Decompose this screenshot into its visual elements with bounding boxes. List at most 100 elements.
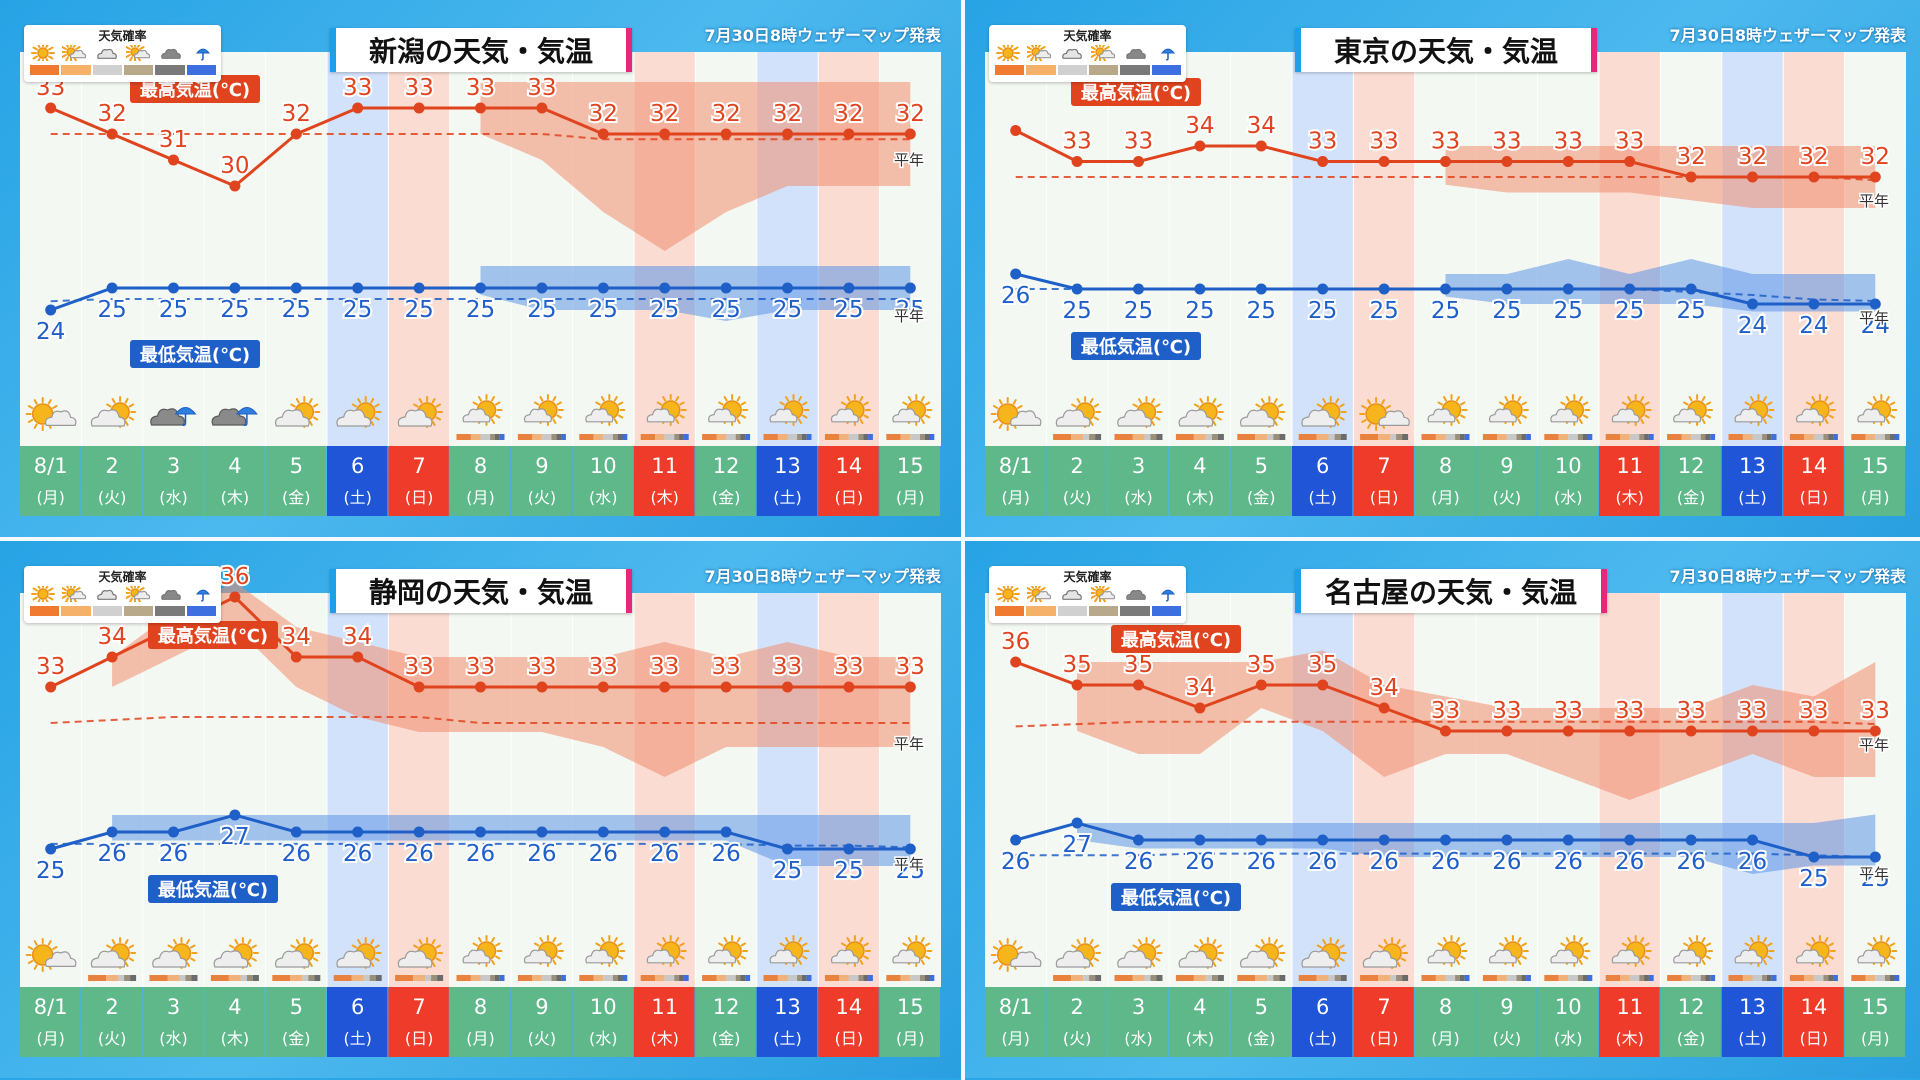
day-weekday-label: (月)	[1001, 488, 1029, 507]
legend-color-swatch	[30, 606, 60, 616]
chart-title: 新潟の天気・気温	[330, 28, 632, 72]
day-cell: 8/1 (月)	[985, 987, 1046, 1057]
day-cell-bg	[1169, 446, 1230, 516]
day-cell: 15 (月)	[879, 987, 940, 1057]
cloud-icon	[1427, 408, 1456, 423]
probability-segment	[622, 975, 628, 981]
day-cell-bg	[572, 987, 633, 1057]
min-temp-point	[597, 826, 609, 838]
max-temp-value-label: 33	[1738, 698, 1767, 724]
day-date-label: 8	[474, 454, 487, 478]
day-cell: 9 (火)	[1476, 987, 1537, 1057]
min-temp-point	[1624, 834, 1636, 846]
max-temp-point	[720, 128, 732, 140]
probability-segment	[1648, 434, 1654, 440]
day-cell: 6 (土)	[1292, 446, 1353, 516]
day-date-label: 3	[1132, 995, 1145, 1019]
chart-title: 静岡の天気・気温	[330, 569, 632, 613]
min-temp-value-label: 25	[1431, 298, 1460, 324]
umbrella-icon	[1160, 589, 1176, 602]
cloudy-sunny-icon	[1239, 396, 1286, 428]
sun-icon	[31, 41, 55, 65]
sunny-cloudy-icon	[1359, 397, 1410, 431]
cloudy-sunny-icon	[1055, 396, 1102, 428]
umbrella-icon	[1155, 45, 1181, 61]
day-weekday-label: (月)	[1431, 488, 1460, 507]
probability-segment	[191, 975, 198, 981]
legend-color-swatch	[92, 606, 122, 616]
day-column-highlight	[1353, 52, 1415, 446]
probability-segment	[1577, 975, 1583, 981]
cloud-icon	[94, 586, 120, 602]
probability-segment	[1766, 975, 1772, 981]
min-temp-point	[106, 826, 118, 838]
max-temp-value-label: 32	[834, 101, 863, 127]
max-temp-value-label: 34	[1185, 675, 1214, 701]
day-cell: 8/1 (月)	[20, 987, 81, 1057]
max-temp-point	[1440, 156, 1451, 167]
min-temp-value-label: 26	[1369, 849, 1398, 875]
max-temp-value-label: 34	[282, 624, 311, 650]
day-date-label: 14	[836, 995, 863, 1019]
cloud-icon	[1734, 949, 1763, 964]
day-cell-bg	[449, 987, 511, 1057]
max-temp-point	[352, 102, 364, 114]
weather-probability-bar	[702, 434, 751, 440]
weather-probability-bar	[149, 975, 198, 981]
probability-segment	[702, 434, 717, 440]
max-temp-point	[106, 128, 118, 140]
cloud-icon	[1098, 49, 1116, 59]
cloud-icon	[69, 590, 87, 600]
probability-segment	[413, 975, 426, 981]
probability-segment	[431, 975, 438, 981]
legend-glyph	[60, 582, 87, 604]
day-cell: 4 (木)	[204, 987, 265, 1057]
max-temp-point	[1317, 156, 1329, 167]
probability-segment	[579, 975, 594, 981]
probability-segment	[480, 434, 491, 440]
cloudy-sunny-icon	[152, 937, 198, 969]
max-temp-point	[1378, 156, 1390, 167]
legend-icons	[995, 582, 1181, 606]
legend-glyph	[1089, 582, 1116, 604]
day-weekday-label: (金)	[1247, 488, 1276, 507]
legend-color-swatch	[995, 606, 1025, 616]
probability-segment	[1378, 975, 1391, 981]
min-temp-value-label: 26	[282, 841, 311, 867]
min-temp-point	[475, 826, 486, 838]
day-date-label: 11	[651, 995, 678, 1019]
max-temp-value-label: 33	[466, 75, 495, 101]
min-temp-value-label: 26	[1001, 283, 1030, 309]
probability-segment	[302, 975, 309, 981]
min-temp-value-label: 26	[404, 841, 433, 867]
max-temp-point	[1255, 140, 1267, 152]
min-temp-value-label: 26	[1554, 849, 1583, 875]
probability-segment	[1558, 434, 1569, 440]
probability-segment	[499, 975, 505, 981]
day-cell: 10 (水)	[572, 446, 633, 516]
probability-segment	[801, 434, 807, 440]
panel-divider-horizontal	[0, 537, 1920, 541]
day-date-label: 9	[1500, 995, 1513, 1019]
min-temp-point	[843, 843, 855, 855]
day-date-label: 8	[1439, 454, 1452, 478]
sun-cloud-icon	[1673, 935, 1714, 967]
weather-probability-bar	[1298, 975, 1347, 981]
legend-glyph	[996, 41, 1020, 65]
legend-glyph	[1062, 589, 1082, 600]
sun-cloud-icon	[1611, 394, 1652, 426]
cloud-icon	[1059, 586, 1085, 602]
probability-segment	[1506, 434, 1517, 440]
max-temp-value-label: 32	[282, 101, 311, 127]
chart-title: 名古屋の天気・気温	[1295, 569, 1607, 613]
day-cell: 3 (水)	[1107, 987, 1169, 1057]
day-cell: 3 (水)	[142, 987, 204, 1057]
legend-icons	[30, 582, 216, 606]
series-label-text: 最高気温(℃)	[140, 79, 250, 101]
day-cell: 4 (木)	[1169, 446, 1230, 516]
min-temp-value-label: 25	[711, 297, 740, 323]
probability-segment	[848, 975, 859, 981]
max-temp-value-label: 32	[1738, 144, 1767, 170]
probability-segment	[1298, 975, 1317, 981]
probability-segment	[1459, 434, 1465, 440]
